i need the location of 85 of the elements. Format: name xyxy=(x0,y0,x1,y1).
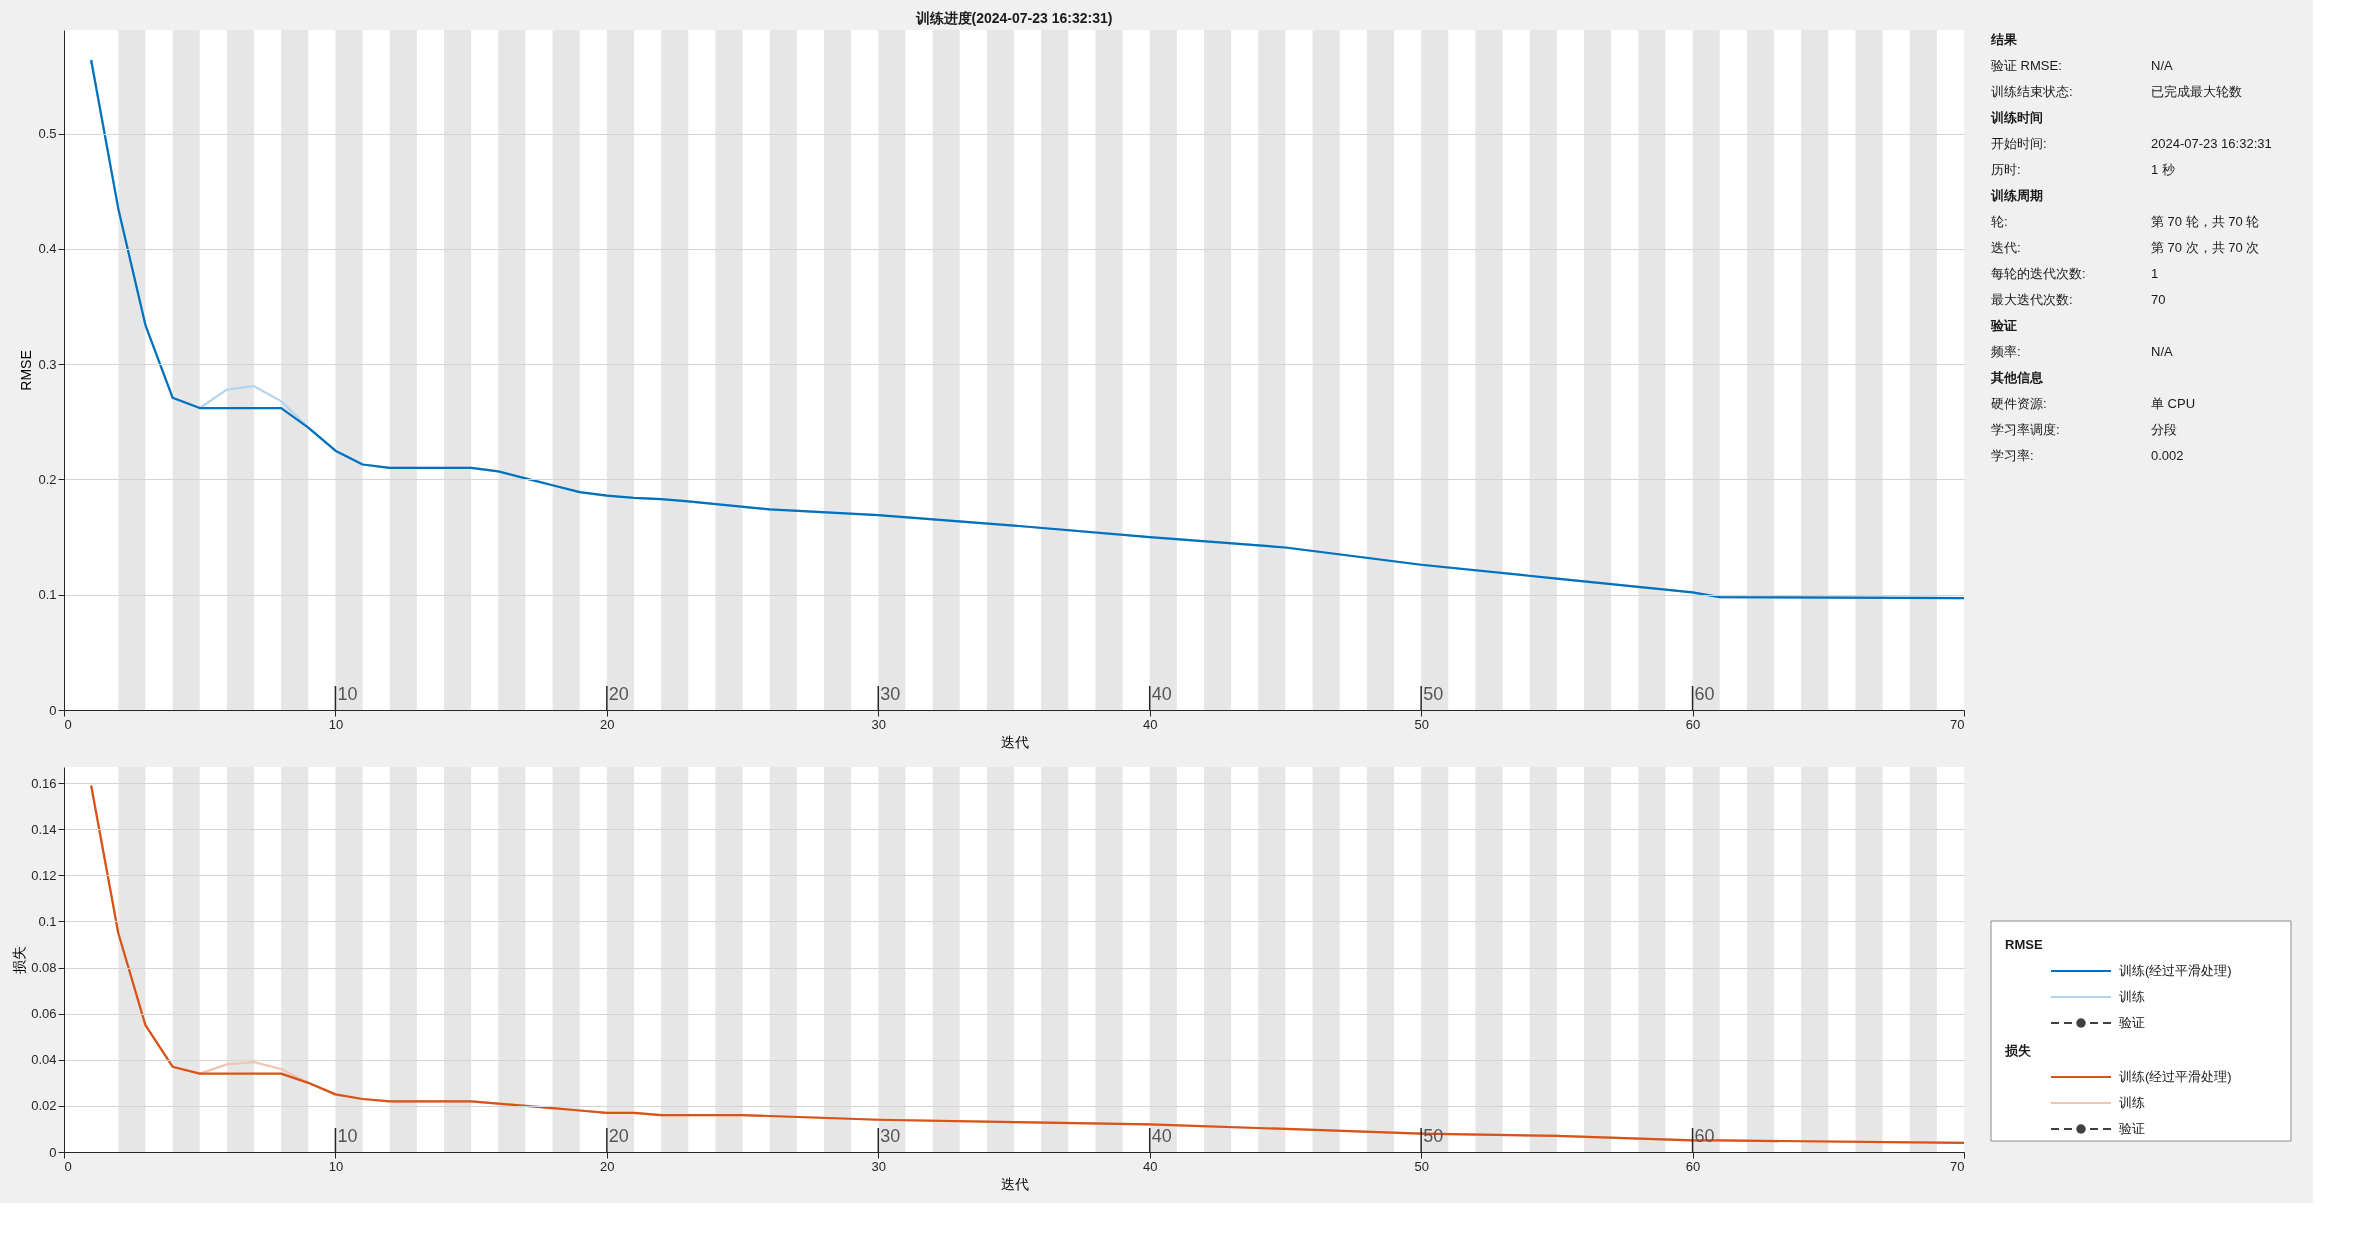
text: 第 70 轮，共 70 轮 xyxy=(2151,214,2260,229)
y-tick-label: 0.1 xyxy=(38,913,57,929)
text: N/A xyxy=(2151,58,2173,73)
legend-label: 训练 xyxy=(2119,1095,2145,1110)
legend-label: 训练 xyxy=(2119,989,2145,1004)
text: 历时: xyxy=(1991,162,2021,177)
annotation: 10 xyxy=(337,684,358,704)
x-tick-label: 40 xyxy=(1142,1158,1158,1174)
y-tick-label: 0.16 xyxy=(31,775,57,791)
text: 最大迭代次数: xyxy=(1991,292,2073,307)
text: 验证 xyxy=(1990,318,2017,333)
text: 硬件资源: xyxy=(1991,396,2047,411)
legend-label: 验证 xyxy=(2119,1121,2145,1136)
text: 其他信息 xyxy=(1990,370,2044,385)
x-tick-label: 70 xyxy=(1950,716,1965,732)
annotation: 40 xyxy=(1151,684,1172,704)
legend-label: 验证 xyxy=(2119,1015,2145,1030)
text: 2024-07-23 16:32:31 xyxy=(2151,136,2272,151)
x-tick-label: 70 xyxy=(1950,1158,1965,1174)
text: 分段 xyxy=(2151,422,2177,437)
y-axis-title: RMSE xyxy=(18,350,35,391)
annotation: 30 xyxy=(880,1126,901,1146)
x-tick-label: 20 xyxy=(600,716,615,732)
x-axis-title: 迭代 xyxy=(1000,733,1029,750)
y-tick-label: 0 xyxy=(49,702,57,718)
y-tick-label: 0 xyxy=(49,1144,57,1160)
annotation: 10 xyxy=(337,1126,358,1146)
line-series xyxy=(90,784,1966,1144)
text: 验证 RMSE: xyxy=(1991,58,2062,73)
text: 迭代: xyxy=(1991,240,2021,255)
legend-title: RMSE xyxy=(2005,937,2043,952)
text: 学习率调度: xyxy=(1991,422,2060,437)
text: 0.002 xyxy=(2151,448,2184,463)
text: 训练结束状态: xyxy=(1991,84,2073,99)
text: 单 CPU xyxy=(2151,396,2196,411)
y-tick-label: 0.3 xyxy=(38,356,57,372)
y-tick-label: 0.14 xyxy=(31,821,57,837)
text: 每轮的迭代次数: xyxy=(1991,266,2086,281)
x-tick-label: 10 xyxy=(328,1158,344,1174)
y-tick-label: 0.12 xyxy=(31,867,57,883)
y-tick-label: 0.06 xyxy=(31,1006,57,1022)
text: 结果 xyxy=(1990,32,2018,47)
text: 1 秒 xyxy=(2151,162,2175,177)
text: 70 xyxy=(2151,292,2166,307)
annotation: 20 xyxy=(608,1126,629,1146)
x-tick-label: 0 xyxy=(64,716,72,732)
x-tick-label: 60 xyxy=(1685,716,1701,732)
x-tick-label: 30 xyxy=(871,716,887,732)
text: 训练周期 xyxy=(1990,188,2043,203)
text: 学习率: xyxy=(1991,448,2034,463)
x-tick-label: 40 xyxy=(1142,716,1158,732)
chart-title: 训练进度(2024-07-23 16:32:31) xyxy=(914,10,1113,26)
y-tick-label: 0.4 xyxy=(38,241,57,257)
x-tick-label: 50 xyxy=(1414,716,1429,732)
text: N/A xyxy=(2151,344,2173,359)
y-tick-label: 0.02 xyxy=(31,1098,57,1114)
y-tick-label: 0.5 xyxy=(38,126,57,142)
line-series xyxy=(90,58,1966,600)
x-tick-label: 10 xyxy=(328,716,344,732)
legend-title: 损失 xyxy=(2004,1043,2032,1058)
x-tick-label: 30 xyxy=(871,1158,887,1174)
text: 训练时间 xyxy=(1990,110,2043,125)
x-axis-title: 迭代 xyxy=(1000,1175,1029,1192)
y-tick-label: 0.2 xyxy=(38,471,57,487)
annotation: 20 xyxy=(608,684,629,704)
text: 频率: xyxy=(1991,344,2021,359)
x-tick-label: 20 xyxy=(600,1158,615,1174)
text: 轮: xyxy=(1991,214,2008,229)
legend-label: 训练(经过平滑处理) xyxy=(2119,1069,2232,1084)
annotation: 30 xyxy=(880,684,901,704)
annotation: 60 xyxy=(1694,684,1715,704)
x-tick-label: 0 xyxy=(64,1158,72,1174)
x-tick-label: 60 xyxy=(1685,1158,1701,1174)
text: 1 xyxy=(2151,266,2159,281)
text: 开始时间: xyxy=(1991,136,2047,151)
y-tick-label: 0.08 xyxy=(31,960,57,976)
y-axis-title: 损失 xyxy=(11,946,28,974)
text: 已完成最大轮数 xyxy=(2151,84,2242,99)
x-tick-label: 50 xyxy=(1414,1158,1429,1174)
y-tick-label: 0.04 xyxy=(31,1052,57,1068)
y-tick-label: 0.1 xyxy=(38,587,57,603)
text: 第 70 次，共 70 次 xyxy=(2151,240,2260,255)
annotation: 50 xyxy=(1423,684,1444,704)
legend-label: 训练(经过平滑处理) xyxy=(2119,963,2232,978)
annotation: 40 xyxy=(1151,1126,1172,1146)
